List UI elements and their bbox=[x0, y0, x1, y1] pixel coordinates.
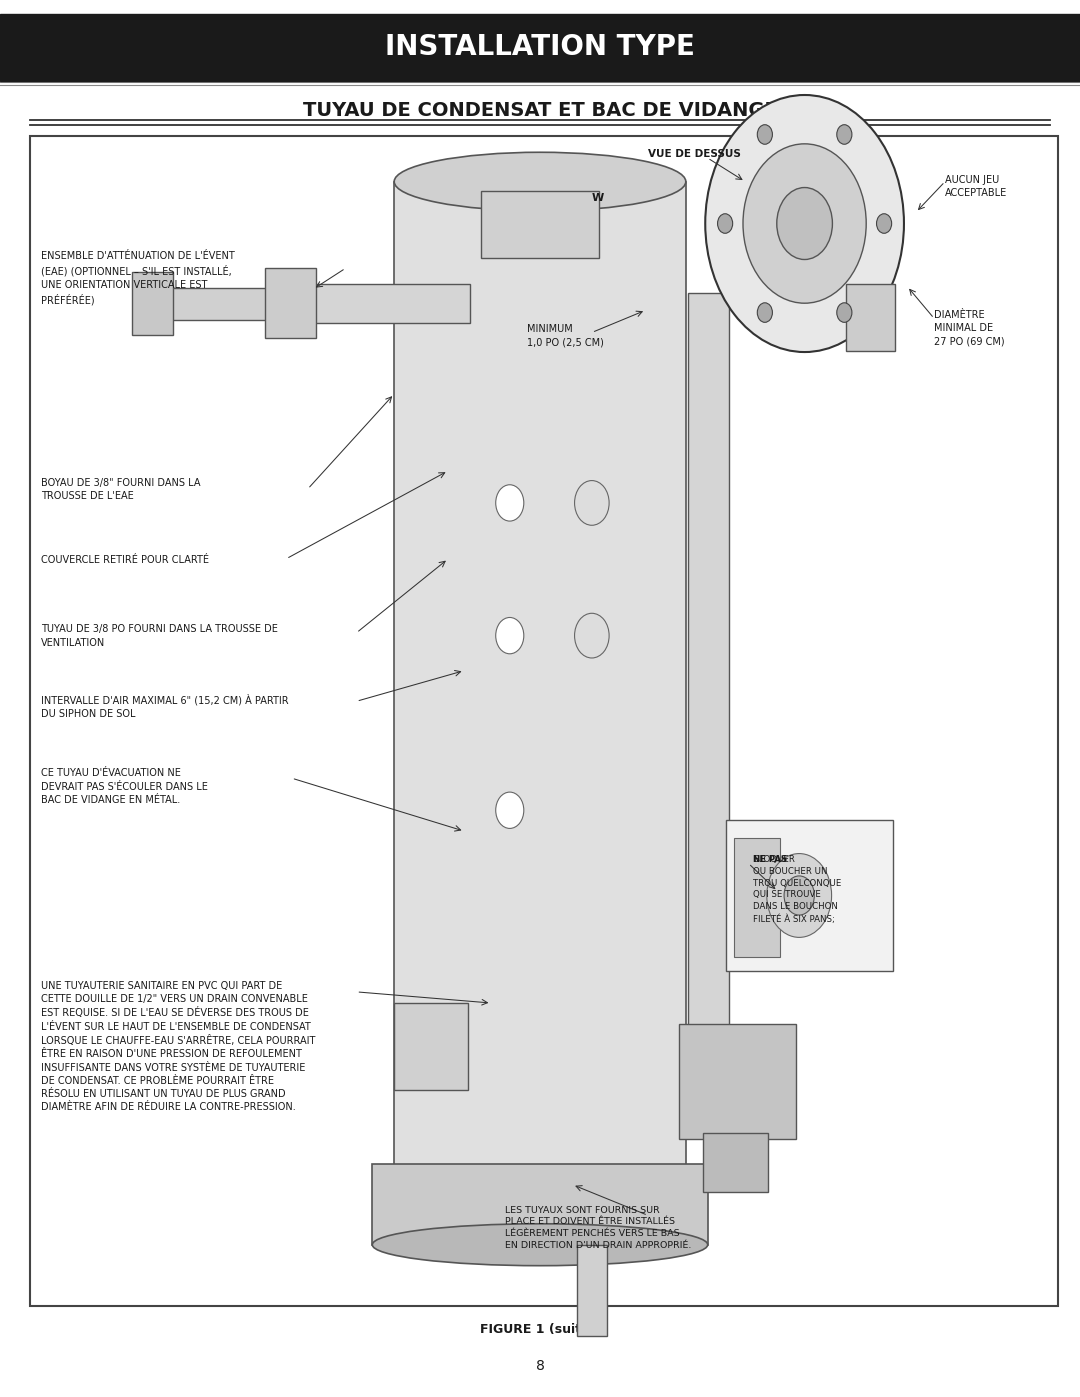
Circle shape bbox=[767, 854, 832, 937]
Ellipse shape bbox=[373, 1224, 707, 1266]
Bar bbox=[688, 293, 729, 1076]
Circle shape bbox=[743, 144, 866, 303]
Bar bbox=[734, 838, 780, 957]
Text: LES TUYAUX SONT FOURNIS SUR
PLACE ET DOIVENT ÊTRE INSTALLÉS
LÉGÈREMENT PENCHÉS V: LES TUYAUX SONT FOURNIS SUR PLACE ET DOI… bbox=[505, 1206, 692, 1250]
Bar bbox=[302, 284, 470, 323]
Circle shape bbox=[496, 792, 524, 828]
Circle shape bbox=[705, 95, 904, 352]
Circle shape bbox=[575, 481, 609, 525]
Text: W: W bbox=[592, 193, 604, 203]
Text: ENSEMBLE D'ATTÉNUATION DE L'ÉVENT
(EAE) (OPTIONNEL – S'IL EST INSTALLÉ,
UNE ORIE: ENSEMBLE D'ATTÉNUATION DE L'ÉVENT (EAE) … bbox=[41, 251, 234, 306]
Bar bbox=[481, 191, 599, 258]
Circle shape bbox=[784, 876, 814, 915]
Bar bbox=[726, 820, 893, 971]
Circle shape bbox=[777, 187, 833, 260]
Circle shape bbox=[496, 485, 524, 521]
Text: INSTALLATION TYPE: INSTALLATION TYPE bbox=[386, 34, 694, 61]
Ellipse shape bbox=[394, 152, 686, 211]
Bar bbox=[30, 136, 1058, 1306]
Bar bbox=[394, 1003, 468, 1090]
Bar bbox=[679, 1024, 796, 1139]
Text: VUE DE DESSUS: VUE DE DESSUS bbox=[648, 149, 741, 159]
Bar bbox=[132, 272, 173, 335]
Bar bbox=[373, 1164, 707, 1245]
Text: FIGURE 1 (suite).: FIGURE 1 (suite). bbox=[480, 1323, 600, 1337]
Circle shape bbox=[717, 214, 732, 233]
Circle shape bbox=[877, 214, 892, 233]
Bar bbox=[577, 1245, 607, 1336]
Text: MINIMUM
1,0 PO (2,5 CM): MINIMUM 1,0 PO (2,5 CM) bbox=[527, 324, 604, 348]
Text: TUYAU DE 3/8 PO FOURNI DANS LA TROUSSE DE
VENTILATION: TUYAU DE 3/8 PO FOURNI DANS LA TROUSSE D… bbox=[41, 624, 278, 648]
Bar bbox=[265, 268, 316, 338]
Text: CE TUYAU D'ÉVACUATION NE
DEVRAIT PAS S'ÉCOULER DANS LE
BAC DE VIDANGE EN MÉTAL.: CE TUYAU D'ÉVACUATION NE DEVRAIT PAS S'É… bbox=[41, 768, 208, 805]
Text: BOYAU DE 3/8" FOURNI DANS LA
TROUSSE DE L'EAE: BOYAU DE 3/8" FOURNI DANS LA TROUSSE DE … bbox=[41, 478, 201, 502]
Text: UNE TUYAUTERIE SANITAIRE EN PVC QUI PART DE
CETTE DOUILLE DE 1/2" VERS UN DRAIN : UNE TUYAUTERIE SANITAIRE EN PVC QUI PART… bbox=[41, 981, 315, 1112]
Bar bbox=[847, 284, 895, 351]
Bar bbox=[703, 1133, 768, 1192]
Bar bbox=[167, 288, 267, 320]
Text: NE PAS: NE PAS bbox=[753, 855, 787, 863]
Circle shape bbox=[757, 124, 772, 144]
Circle shape bbox=[837, 124, 852, 144]
Text: AUCUN JEU
ACCEPTABLE: AUCUN JEU ACCEPTABLE bbox=[945, 175, 1008, 198]
Text: 8: 8 bbox=[536, 1359, 544, 1373]
Text: TUYAU DE CONDENSAT ET BAC DE VIDANGE: TUYAU DE CONDENSAT ET BAC DE VIDANGE bbox=[302, 101, 778, 120]
Circle shape bbox=[575, 613, 609, 658]
Circle shape bbox=[757, 303, 772, 323]
Text: BLOQUER
OU BOUCHER UN
TROU QUELCONQUE
QUI SE TROUVE
DANS LE BOUCHON
FILETÉ À SIX: BLOQUER OU BOUCHER UN TROU QUELCONQUE QU… bbox=[753, 855, 841, 923]
Bar bbox=[0, 14, 1080, 81]
Text: INTERVALLE D'AIR MAXIMAL 6" (15,2 CM) À PARTIR
DU SIPHON DE SOL: INTERVALLE D'AIR MAXIMAL 6" (15,2 CM) À … bbox=[41, 694, 288, 719]
Bar bbox=[394, 182, 686, 1180]
Circle shape bbox=[496, 617, 524, 654]
Text: COUVERCLE RETIRÉ POUR CLARTÉ: COUVERCLE RETIRÉ POUR CLARTÉ bbox=[41, 555, 210, 564]
Text: DIAMÈTRE
MINIMAL DE
27 PO (69 CM): DIAMÈTRE MINIMAL DE 27 PO (69 CM) bbox=[934, 310, 1004, 346]
Circle shape bbox=[837, 303, 852, 323]
